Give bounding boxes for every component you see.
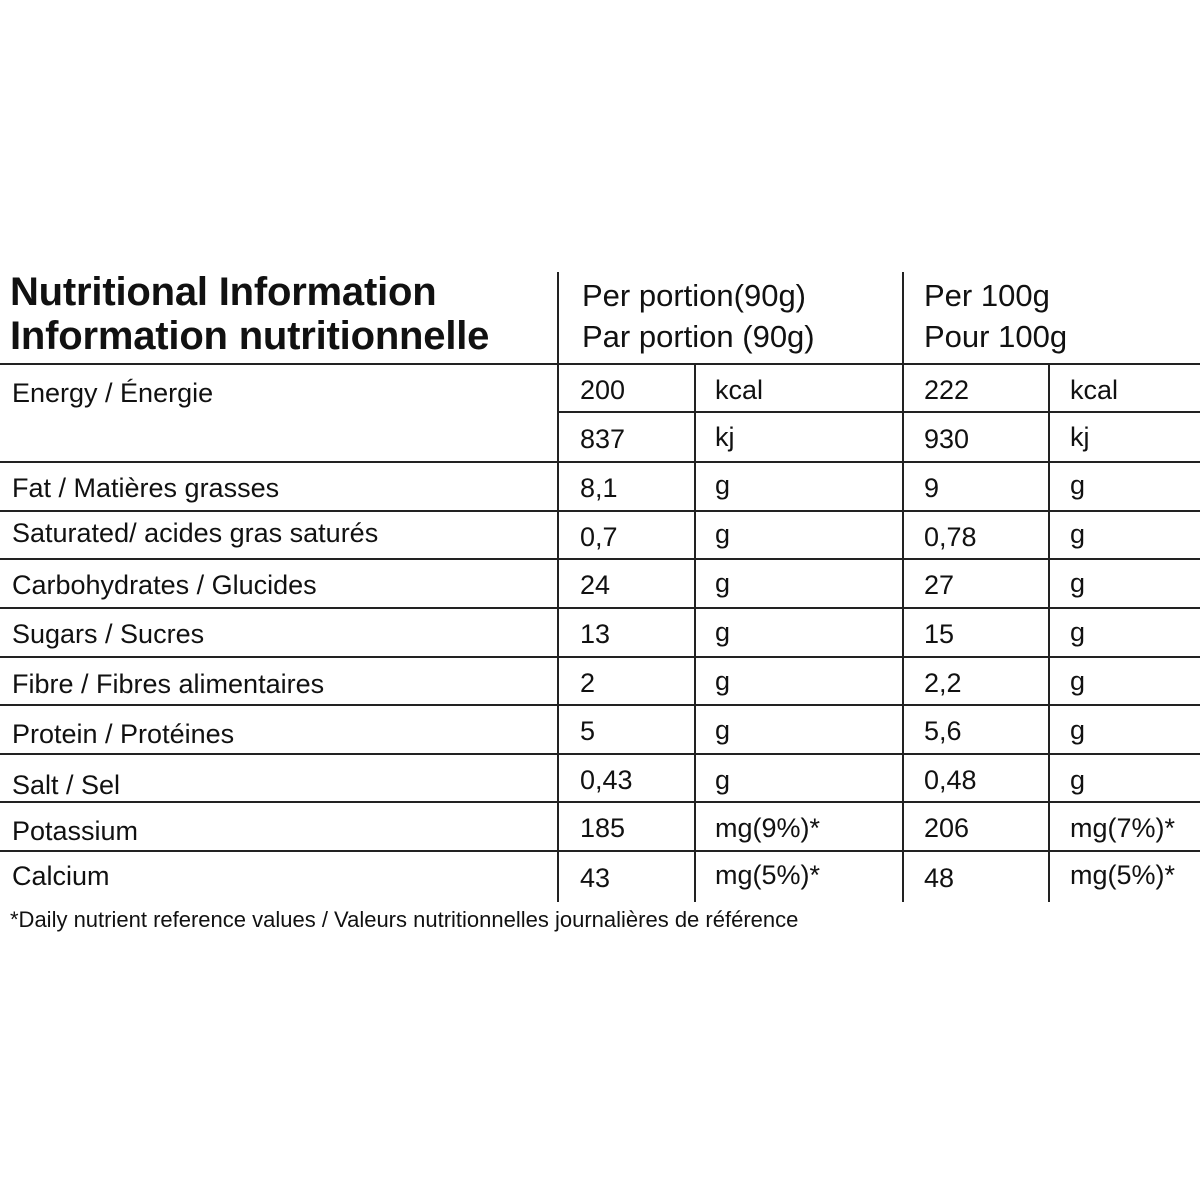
portion-value: 200: [580, 375, 626, 405]
portion-value: 0,43: [580, 765, 633, 795]
portion-header-english: Per portion(90g): [582, 278, 807, 313]
per-100g-value: 0,78: [924, 522, 977, 552]
row-divider: [0, 801, 1200, 803]
per-100g-unit: g: [1070, 715, 1086, 745]
portion-unit: kj: [715, 422, 735, 452]
per-100g-unit: kj: [1070, 422, 1090, 452]
portion-unit: mg(9%)*: [715, 813, 821, 843]
per-100g-unit: g: [1070, 470, 1086, 500]
portion-unit: g: [715, 568, 731, 598]
per-100g-value: 48: [924, 863, 955, 893]
portion-value: 2: [580, 668, 596, 698]
per-100g-unit: mg(7%)*: [1070, 813, 1176, 843]
nutrient-label-energy: Energy / Énergie: [12, 378, 214, 408]
portion-value: 5: [580, 716, 596, 746]
portion-unit: kcal: [715, 375, 764, 405]
header-divider: [0, 363, 1200, 365]
per-100g-unit: mg(5%)*: [1070, 860, 1176, 890]
nutrient-label-saturated: Saturated/ acides gras saturés: [12, 518, 379, 548]
portion-value: 8,1: [580, 473, 618, 503]
footnote: *Daily nutrient reference values / Valeu…: [10, 907, 799, 932]
row-divider: [0, 461, 1200, 463]
portion-value: 43: [580, 863, 611, 893]
per-100g-unit: g: [1070, 666, 1086, 696]
nutrient-label-salt: Salt / Sel: [12, 770, 121, 800]
per-100g-unit: g: [1070, 568, 1086, 598]
portion-unit: g: [715, 765, 731, 795]
row-divider: [0, 704, 1200, 706]
per-100g-header-french: Pour 100g: [924, 319, 1068, 354]
row-divider: [0, 558, 1200, 560]
per-100g-value: 15: [924, 619, 955, 649]
portion-value: 837: [580, 424, 626, 454]
nutrient-label-protein: Protein / Protéines: [12, 719, 235, 749]
portion-unit: g: [715, 715, 731, 745]
per-100g-value: 9: [924, 473, 940, 503]
per-100g-unit: g: [1070, 617, 1086, 647]
nutrient-label-sugars: Sugars / Sucres: [12, 619, 205, 649]
portion-unit: g: [715, 519, 731, 549]
nutrient-label-fat: Fat / Matières grasses: [12, 473, 280, 503]
per-100g-unit: g: [1070, 519, 1086, 549]
portion-unit: g: [715, 470, 731, 500]
per-100g-value: 2,2: [924, 668, 962, 698]
per-100g-unit: kcal: [1070, 375, 1119, 405]
per-100g-unit: g: [1070, 765, 1086, 795]
portion-value: 185: [580, 813, 626, 843]
portion-unit: g: [715, 617, 731, 647]
portion-value: 0,7: [580, 522, 618, 552]
nutrient-label-carbohydrates: Carbohydrates / Glucides: [12, 570, 317, 600]
table-title-english: Nutritional Information: [10, 270, 437, 314]
column-divider-portion-unit: [694, 364, 696, 902]
table-title-french: Information nutritionnelle: [10, 314, 490, 358]
per-100g-header-english: Per 100g: [924, 278, 1050, 313]
column-divider-hundred-unit: [1048, 364, 1050, 902]
row-divider: [0, 656, 1200, 658]
per-100g-value: 930: [924, 424, 970, 454]
row-divider: [0, 510, 1200, 512]
nutrient-label-fibre: Fibre / Fibres alimentaires: [12, 669, 325, 699]
row-divider: [0, 850, 1200, 852]
portion-header-french: Par portion (90g): [582, 319, 815, 354]
per-100g-value: 0,48: [924, 765, 977, 795]
nutrient-label-calcium: Calcium: [12, 861, 110, 891]
row-divider: [0, 753, 1200, 755]
row-divider-energy-kj: [557, 411, 1200, 413]
portion-unit: mg(5%)*: [715, 860, 821, 890]
per-100g-value: 27: [924, 570, 955, 600]
per-100g-value: 206: [924, 813, 970, 843]
portion-unit: g: [715, 666, 731, 696]
portion-value: 24: [580, 570, 611, 600]
row-divider: [0, 607, 1200, 609]
column-divider-hundred: [902, 272, 904, 902]
column-divider-label: [557, 272, 559, 902]
nutrient-label-potassium: Potassium: [12, 816, 139, 846]
portion-value: 13: [580, 619, 611, 649]
per-100g-value: 222: [924, 375, 970, 405]
per-100g-value: 5,6: [924, 716, 962, 746]
